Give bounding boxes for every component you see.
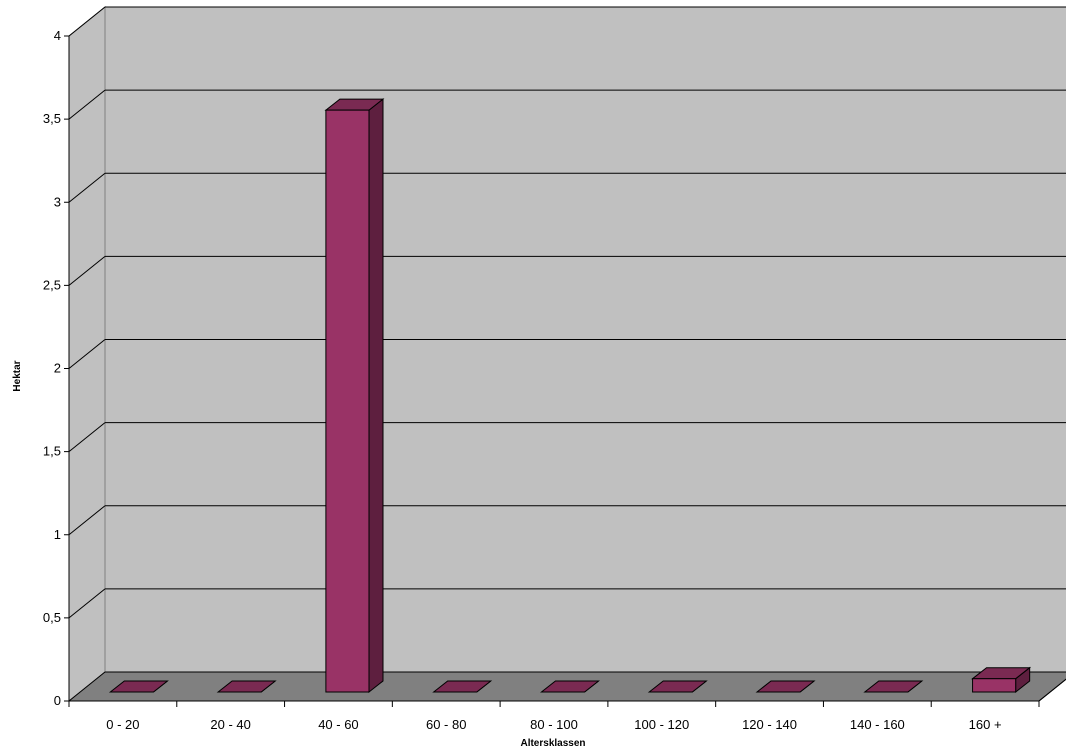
bar — [971, 666, 1032, 694]
bar-top — [863, 680, 924, 693]
y-tick-label: 1 — [54, 527, 61, 542]
gridline-side — [68, 255, 106, 286]
x-axis-title: Altersklassen — [520, 738, 585, 749]
x-tick-label: 120 - 140 — [742, 717, 797, 732]
bar — [863, 680, 924, 693]
y-axis-title: Hektar — [12, 360, 23, 391]
bar — [432, 680, 493, 693]
bar-top — [755, 680, 816, 693]
x-tick-label: 80 - 100 — [530, 717, 578, 732]
bar-top — [108, 680, 169, 693]
gridline-side — [68, 588, 106, 619]
bars — [108, 98, 1032, 694]
gridline-side — [68, 89, 106, 120]
bar-top — [216, 680, 277, 693]
y-tick-label: 4 — [54, 28, 61, 43]
x-tick-label: 100 - 120 — [634, 717, 689, 732]
floor-edge — [1038, 678, 1066, 702]
y-tick-label: 3,5 — [43, 111, 61, 126]
bar-top — [647, 680, 708, 693]
bar — [755, 680, 816, 693]
bar-front — [972, 678, 1017, 693]
bar-top — [432, 680, 493, 693]
chart-walls — [67, 5, 1066, 703]
gridline-side — [68, 172, 106, 203]
y-tick-label: 1,5 — [43, 444, 61, 459]
x-tick-label: 60 - 80 — [426, 717, 466, 732]
bar — [216, 680, 277, 693]
y-tick-label: 0,5 — [43, 610, 61, 625]
bar — [108, 680, 169, 693]
bar — [647, 680, 708, 693]
gridline-side — [68, 6, 106, 37]
y-tick-label: 2,5 — [43, 277, 61, 292]
x-tick-label: 160 + — [969, 717, 1002, 732]
y-tick-label: 0 — [54, 693, 61, 708]
x-tick-label: 140 - 160 — [850, 717, 905, 732]
bar-side — [368, 98, 384, 694]
bar — [539, 680, 601, 693]
gridline-side — [68, 422, 106, 453]
axes: 0 0,5 1 1,5 2 2,5 3 3,5 4 0 - 20 20 - 40 40 - 60 60 … — [43, 28, 1066, 732]
gridlines — [68, 6, 1066, 619]
gridline-side — [68, 339, 106, 369]
y-tick-label: 3 — [54, 194, 61, 209]
bar-front — [325, 109, 370, 693]
y-tick-label: 2 — [54, 361, 61, 376]
x-tick-label: 20 - 40 — [210, 717, 250, 732]
bar-top — [539, 680, 601, 693]
x-tick-label: 40 - 60 — [318, 717, 358, 732]
gridline-side — [68, 505, 106, 536]
x-tick-label: 0 - 20 — [106, 717, 139, 732]
bar — [324, 98, 385, 694]
